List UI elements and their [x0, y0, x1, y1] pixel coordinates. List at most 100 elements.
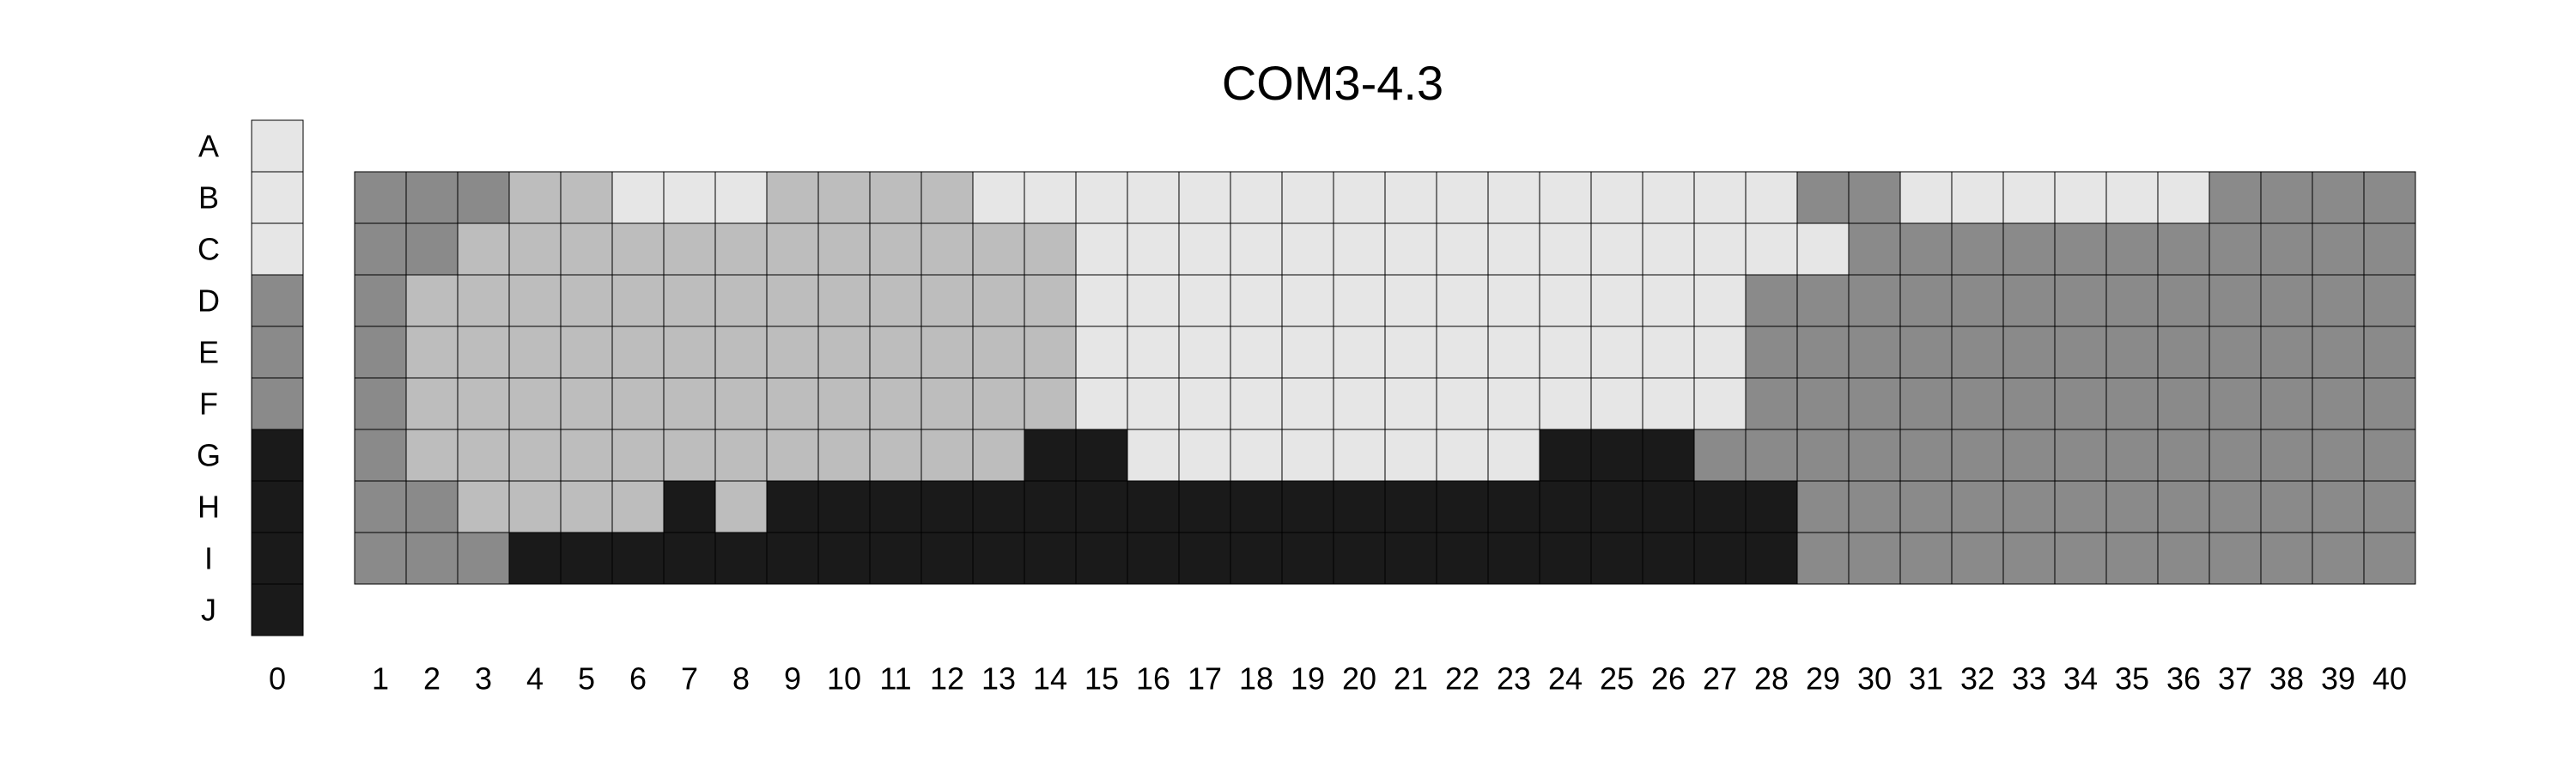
heatmap-cell	[766, 429, 819, 482]
heatmap-cell	[457, 377, 510, 430]
heatmap-cell	[869, 377, 922, 430]
heatmap-cell	[2105, 429, 2159, 482]
heatmap-cell	[1075, 274, 1128, 327]
heatmap-cell	[1951, 274, 2004, 327]
heatmap-cell	[1590, 222, 1643, 276]
column-label: 6	[629, 661, 647, 697]
heatmap-cell	[2054, 377, 2107, 430]
heatmap-cell	[1745, 480, 1798, 533]
heatmap-cell	[2312, 429, 2365, 482]
heatmap-cell	[869, 326, 922, 379]
heatmap-cell	[1539, 222, 1592, 276]
heatmap-cell	[1127, 377, 1180, 430]
reference-cell	[251, 326, 304, 379]
heatmap-cell	[1075, 429, 1128, 482]
heatmap-cell	[817, 171, 871, 224]
heatmap-cell	[1384, 326, 1437, 379]
heatmap-cell	[663, 480, 716, 533]
heatmap-cell	[1333, 274, 1386, 327]
heatmap-cell	[1590, 274, 1643, 327]
row-label: A	[198, 129, 219, 164]
column-label: 18	[1239, 661, 1273, 697]
heatmap-cell	[457, 274, 510, 327]
heatmap-cell	[1899, 377, 1953, 430]
heatmap-cell	[405, 222, 459, 276]
heatmap-cell	[354, 222, 407, 276]
heatmap-cell	[663, 429, 716, 482]
heatmap-cell	[2157, 171, 2210, 224]
heatmap-cell	[1333, 222, 1386, 276]
column-label: 34	[2063, 661, 2098, 697]
heatmap-cell	[611, 480, 665, 533]
heatmap-cell	[1487, 171, 1540, 224]
column-label: 5	[578, 661, 595, 697]
heatmap-cell	[2054, 480, 2107, 533]
column-label: 33	[2012, 661, 2046, 697]
heatmap-cell	[663, 222, 716, 276]
column-label: 17	[1188, 661, 1222, 697]
heatmap-cell	[1281, 326, 1334, 379]
heatmap-cell	[508, 377, 562, 430]
heatmap-cell	[2157, 480, 2210, 533]
heatmap-cell	[1384, 274, 1437, 327]
row-label: F	[199, 386, 218, 422]
heatmap-cell	[2002, 532, 2056, 585]
heatmap-cell	[1333, 377, 1386, 430]
heatmap-cell	[611, 429, 665, 482]
heatmap-cell	[766, 222, 819, 276]
heatmap-cell	[405, 326, 459, 379]
column-label: 4	[526, 661, 544, 697]
heatmap-cell	[1848, 274, 1901, 327]
heatmap-cell	[972, 274, 1025, 327]
heatmap-cell	[1642, 171, 1695, 224]
heatmap-cell	[2105, 171, 2159, 224]
heatmap-cell	[663, 532, 716, 585]
heatmap-cell	[560, 377, 613, 430]
heatmap-cell	[1642, 222, 1695, 276]
heatmap-cell	[1693, 171, 1747, 224]
heatmap-cell	[817, 377, 871, 430]
heatmap-cell	[405, 171, 459, 224]
column-label: 9	[784, 661, 801, 697]
column-label: 35	[2115, 661, 2149, 697]
heatmap-cell	[2312, 377, 2365, 430]
heatmap-cell	[817, 274, 871, 327]
heatmap-cell	[1745, 274, 1798, 327]
heatmap-cell	[560, 326, 613, 379]
heatmap-cell	[2312, 326, 2365, 379]
heatmap-cell	[1333, 480, 1386, 533]
heatmap-cell	[1590, 480, 1643, 533]
row-label: C	[197, 232, 220, 267]
heatmap-cell	[817, 429, 871, 482]
heatmap-cell	[560, 532, 613, 585]
heatmap-cell	[2363, 274, 2416, 327]
heatmap-cell	[1178, 532, 1231, 585]
heatmap-cell	[1642, 429, 1695, 482]
heatmap-cell	[2002, 326, 2056, 379]
heatmap-cell	[611, 532, 665, 585]
heatmap-cell	[1693, 274, 1747, 327]
heatmap-cell	[611, 171, 665, 224]
heatmap-cell	[1487, 480, 1540, 533]
heatmap-cell	[920, 326, 974, 379]
heatmap-cell	[920, 532, 974, 585]
heatmap-cell	[817, 222, 871, 276]
heatmap-cell	[1230, 377, 1283, 430]
heatmap-cell	[1281, 222, 1334, 276]
heatmap-cell	[869, 222, 922, 276]
heatmap-cell	[869, 171, 922, 224]
heatmap-cell	[354, 377, 407, 430]
heatmap-cell	[2312, 274, 2365, 327]
column-label: 12	[930, 661, 964, 697]
heatmap-cell	[1436, 377, 1489, 430]
heatmap-cell	[1796, 326, 1850, 379]
heatmap-cell	[1024, 429, 1077, 482]
heatmap-cell	[1487, 377, 1540, 430]
heatmap-cell	[2363, 377, 2416, 430]
heatmap-cell	[1796, 377, 1850, 430]
column-label: 8	[732, 661, 750, 697]
column-label: 27	[1703, 661, 1737, 697]
column-label: 28	[1754, 661, 1789, 697]
heatmap-cell	[2208, 377, 2262, 430]
